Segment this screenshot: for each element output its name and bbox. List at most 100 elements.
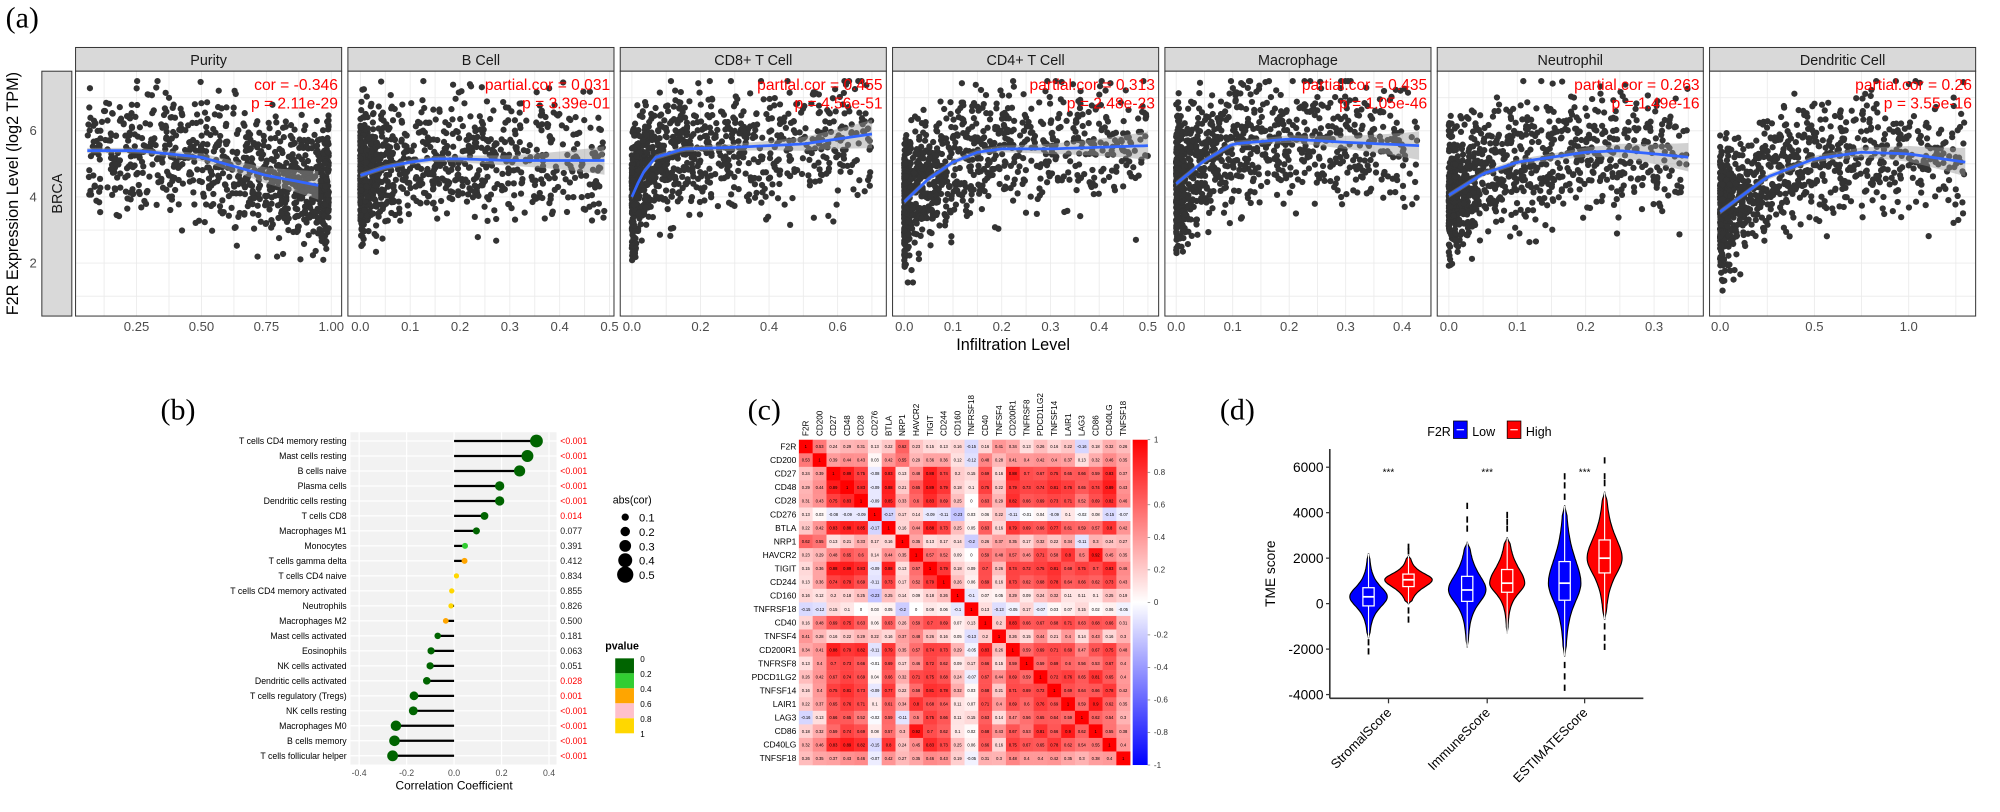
scatter-point — [199, 140, 207, 148]
scatter-point — [805, 172, 812, 179]
scatter-point — [375, 142, 382, 150]
scatter-point — [696, 198, 704, 206]
scatter-point — [1275, 159, 1282, 167]
scatter-point — [1380, 123, 1387, 131]
scatter-point — [594, 208, 601, 216]
scatter-point — [1406, 170, 1413, 177]
scatter-point — [1267, 93, 1275, 101]
scatter-point — [1372, 169, 1380, 176]
scatter-point — [1493, 94, 1501, 101]
scatter-point — [667, 225, 675, 232]
scatter-point — [1631, 137, 1638, 144]
scatter-point — [598, 151, 606, 158]
scatter-point — [975, 181, 982, 188]
scatter-point — [260, 137, 268, 144]
scatter-point — [806, 182, 813, 189]
scatter-point — [147, 141, 154, 149]
scatter-point — [248, 155, 256, 163]
x-tick-label: 0.25 — [124, 319, 150, 334]
scatter-point — [219, 153, 226, 160]
scatter-point — [491, 207, 498, 214]
scatter-point — [389, 117, 397, 124]
scatter-point — [135, 181, 142, 189]
scatter-point — [212, 143, 219, 150]
scatter-point — [149, 161, 156, 168]
scatter-point — [466, 81, 474, 88]
scatter-point — [466, 152, 474, 160]
scatter-point — [518, 179, 526, 186]
scatter-point — [304, 187, 311, 194]
scatter-point — [382, 200, 390, 207]
scatter-point — [909, 211, 916, 219]
x-tick-label: 0.3 — [1337, 319, 1355, 334]
scatter-point — [586, 88, 594, 95]
scatter-point — [87, 114, 94, 121]
scatter-point — [268, 224, 275, 231]
scatter-point — [226, 173, 233, 181]
scatter-point — [1242, 127, 1249, 134]
scatter-point — [1372, 161, 1380, 168]
scatter-point — [382, 159, 389, 166]
scatter-point — [417, 200, 424, 207]
scatter-point — [1359, 174, 1366, 181]
scatter-point — [840, 155, 848, 162]
scatter-point — [269, 180, 276, 187]
scatter-point — [1205, 228, 1212, 236]
scatter-point — [295, 153, 302, 160]
scatter-point — [521, 209, 528, 216]
scatter-point — [765, 175, 773, 182]
scatter-point — [516, 109, 523, 116]
scatter-point — [229, 166, 236, 173]
scatter-point — [285, 153, 292, 160]
scatter-point — [435, 180, 443, 187]
scatter-point — [455, 135, 463, 142]
scatter-point — [1251, 189, 1258, 196]
x-tick-label: 0.3 — [501, 319, 519, 334]
scatter-point — [281, 205, 289, 212]
scatter-point — [370, 210, 377, 217]
x-tick-label: 0.0 — [623, 319, 641, 334]
scatter-point — [935, 175, 942, 183]
scatter-point — [947, 99, 954, 106]
scatter-point — [201, 109, 209, 116]
scatter-point — [254, 202, 261, 209]
scatter-point — [634, 102, 641, 109]
scatter-point — [649, 172, 656, 179]
scatter-point — [317, 193, 324, 200]
scatter-point — [90, 172, 97, 179]
scatter-point — [1273, 152, 1281, 159]
scatter-point — [781, 201, 788, 208]
scatter-point — [297, 256, 304, 263]
scatter-point — [1009, 197, 1017, 204]
scatter-point — [546, 133, 554, 140]
scatter-point — [753, 110, 760, 118]
scatter-point — [134, 133, 142, 140]
scatter-point — [154, 77, 161, 85]
scatter-point — [1274, 116, 1281, 123]
scatter-point — [437, 162, 444, 170]
scatter-point — [210, 148, 217, 155]
scatter-point — [178, 227, 186, 234]
scatter-point — [643, 148, 650, 156]
scatter-point — [279, 149, 286, 157]
scatter-point — [1000, 130, 1007, 137]
scatter-point — [696, 211, 704, 218]
scatter-point — [1188, 232, 1195, 239]
scatter-point — [1225, 102, 1232, 109]
scatter-point — [592, 178, 600, 185]
scatter-point — [982, 91, 990, 99]
scatter-point — [1199, 120, 1206, 127]
scatter-point — [215, 174, 223, 182]
scatter-point — [751, 174, 758, 182]
scatter-point — [371, 230, 378, 238]
scatter-point — [1352, 152, 1359, 160]
scatter-point — [524, 148, 531, 155]
scatter-point — [1601, 109, 1608, 116]
scatter-point — [170, 101, 177, 108]
scatter-point — [742, 170, 749, 177]
scatter-point — [1516, 230, 1523, 237]
scatter-point — [1599, 97, 1606, 104]
scatter-point — [1315, 153, 1323, 160]
scatter-point — [267, 184, 274, 192]
scatter-point — [249, 188, 256, 195]
